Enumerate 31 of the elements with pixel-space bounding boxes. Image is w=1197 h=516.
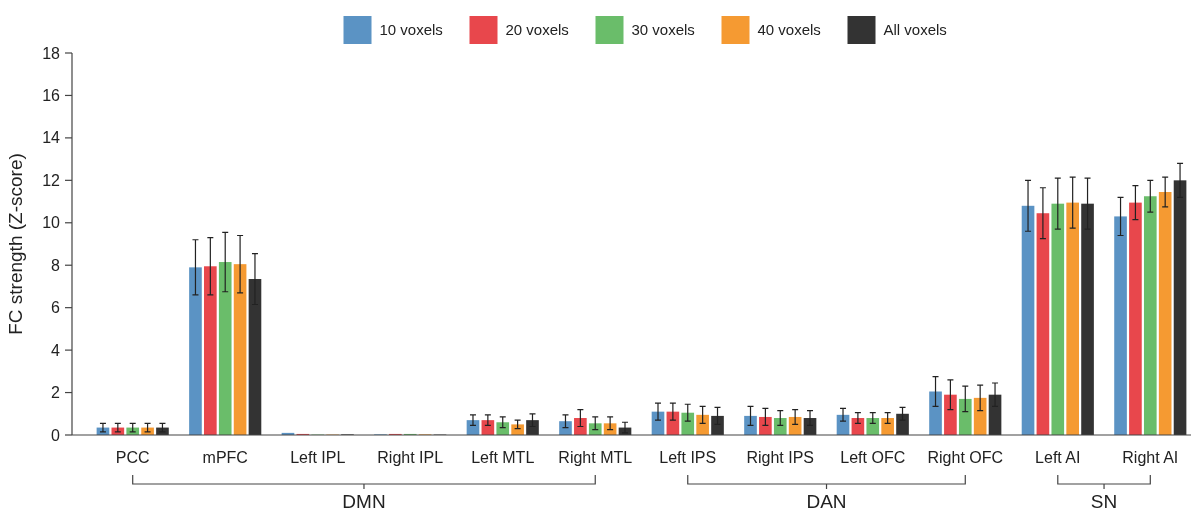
x-tick-label: Left AI <box>1035 449 1081 466</box>
y-tick-label: 18 <box>42 44 61 62</box>
x-tick-label: Right MTL <box>558 449 633 466</box>
y-tick-label: 10 <box>42 214 61 232</box>
x-tick-label: Right IPS <box>746 449 815 466</box>
legend-label: 40 voxels <box>757 21 821 39</box>
legend-label: 20 voxels <box>505 21 569 39</box>
y-axis-title: FC strength (Z-score) <box>5 153 26 335</box>
text: DMN <box>342 491 386 512</box>
text: DAN <box>806 491 847 512</box>
x-tick-label: mPFC <box>202 449 248 466</box>
x-tick-label: Left OFC <box>840 449 906 466</box>
y-tick-label: 8 <box>51 256 61 274</box>
x-tick-label: Left MTL <box>471 449 535 466</box>
y-tick-label: 12 <box>42 171 61 189</box>
legend-label: 30 voxels <box>631 21 695 39</box>
x-tick-label: PCC <box>115 449 150 466</box>
y-tick-label: 4 <box>51 341 61 359</box>
x-tick-label: Right IPL <box>377 449 444 466</box>
x-tick-label: Right AI <box>1122 449 1179 466</box>
y-tick-label: 6 <box>51 299 61 317</box>
y-tick-label: 16 <box>42 87 61 105</box>
x-tick-label: Left IPS <box>659 449 717 466</box>
legend-label: All voxels <box>883 21 947 39</box>
y-tick-label: 0 <box>51 426 61 444</box>
x-tick-label: Right OFC <box>927 449 1004 466</box>
x-tick-label: Left IPL <box>290 449 346 466</box>
text: SN <box>1090 491 1118 512</box>
y-tick-label: 14 <box>42 129 61 147</box>
y-tick-label: 2 <box>51 384 61 402</box>
legend-label: 10 voxels <box>379 21 443 39</box>
